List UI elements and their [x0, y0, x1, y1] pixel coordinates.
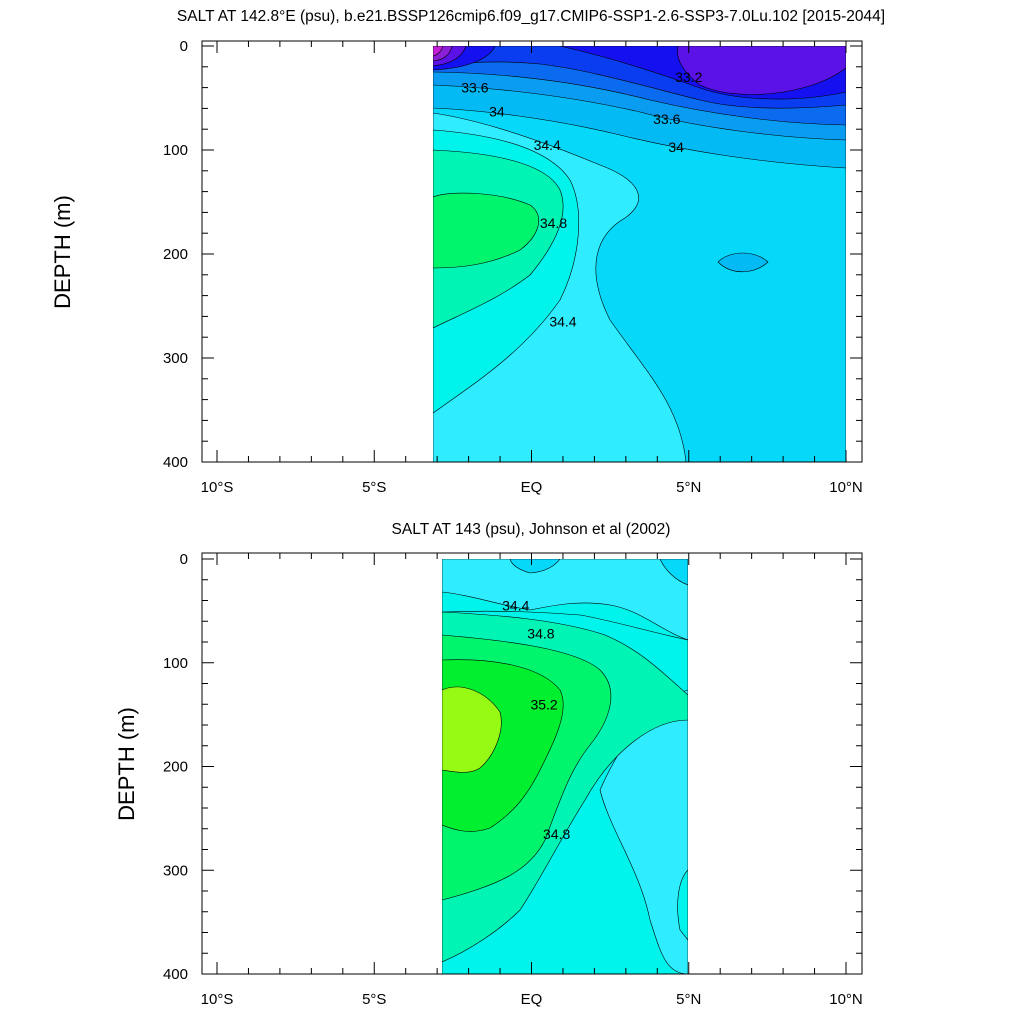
- bottom-fill-34-2-top: [509, 559, 561, 574]
- x-tick-label: 10°S: [201, 991, 234, 1008]
- y-tick-label: 200: [163, 759, 188, 776]
- y-tick-label: 0: [180, 551, 188, 568]
- top-fill-35-0: [433, 192, 539, 269]
- top-fill-33-0: [677, 46, 846, 95]
- bottom-fill-34-4-top: [442, 559, 688, 641]
- bottom-contour-fill: [442, 559, 688, 974]
- top-fill-nw-32-6: [433, 46, 444, 57]
- top-ylabel: DEPTH (m): [50, 195, 75, 309]
- x-tick-label: 5°N: [676, 991, 701, 1008]
- contour-label: 33.6: [461, 80, 488, 96]
- bottom-ylabel: DEPTH (m): [114, 707, 139, 821]
- bottom-title: SALT AT 143 (psu), Johnson et al (2002): [392, 521, 671, 538]
- top-ticks: [202, 41, 862, 463]
- x-tick-label: 10°N: [829, 991, 863, 1008]
- x-tick-label: 5°N: [676, 479, 701, 496]
- y-tick-label: 400: [163, 454, 188, 471]
- top-contour-fill: [433, 46, 846, 462]
- top-y-tick-labels: 0 100 200 300 400: [163, 38, 188, 471]
- y-tick-label: 0: [180, 38, 188, 55]
- top-title: SALT AT 142.8°E (psu), b.e21.BSSP126cmip…: [177, 8, 885, 25]
- contour-label: 34: [489, 104, 505, 120]
- bottom-contour-labels: 34.4 34.8 35.2 34.8: [502, 598, 570, 842]
- contour-label: 33.6: [653, 111, 680, 127]
- contour-label: 34.8: [543, 826, 570, 842]
- y-tick-label: 100: [163, 142, 188, 159]
- top-x-tick-labels: 10°S 5°S EQ 5°N 10°N: [201, 479, 863, 496]
- y-tick-label: 300: [163, 862, 188, 879]
- bottom-y-tick-labels: 0 100 200 300 400: [163, 551, 188, 983]
- y-tick-label: 200: [163, 246, 188, 263]
- bottom-fill-east-core: [677, 869, 688, 941]
- bottom-fill-34-2-top-e: [659, 559, 688, 586]
- contour-label: 33.2: [675, 69, 702, 85]
- x-tick-label: 5°S: [362, 991, 386, 1008]
- contour-label: 34.4: [549, 314, 576, 330]
- bottom-fill-35-4: [442, 686, 502, 773]
- top-fill-eddy: [717, 252, 769, 273]
- contour-label: 34.4: [534, 137, 561, 153]
- y-tick-label: 100: [163, 655, 188, 672]
- y-tick-label: 300: [163, 350, 188, 367]
- contour-label: 35.2: [530, 696, 557, 712]
- x-tick-label: EQ: [521, 479, 543, 496]
- x-tick-label: 10°S: [201, 479, 234, 496]
- top-panel: SALT AT 142.8°E (psu), b.e21.BSSP126cmip…: [50, 8, 885, 496]
- bottom-ticks: [202, 553, 862, 975]
- contour-label: 34.8: [527, 626, 554, 642]
- contour-label: 34.8: [540, 215, 567, 231]
- bottom-panel: SALT AT 143 (psu), Johnson et al (2002) …: [114, 521, 863, 1008]
- contour-label: 34.4: [502, 598, 529, 614]
- x-tick-label: 10°N: [829, 479, 863, 496]
- contour-label: 34: [668, 139, 684, 155]
- y-tick-label: 400: [163, 966, 188, 983]
- x-tick-label: EQ: [521, 991, 543, 1008]
- bottom-x-tick-labels: 10°S 5°S EQ 5°N 10°N: [201, 991, 863, 1008]
- x-tick-label: 5°S: [362, 479, 386, 496]
